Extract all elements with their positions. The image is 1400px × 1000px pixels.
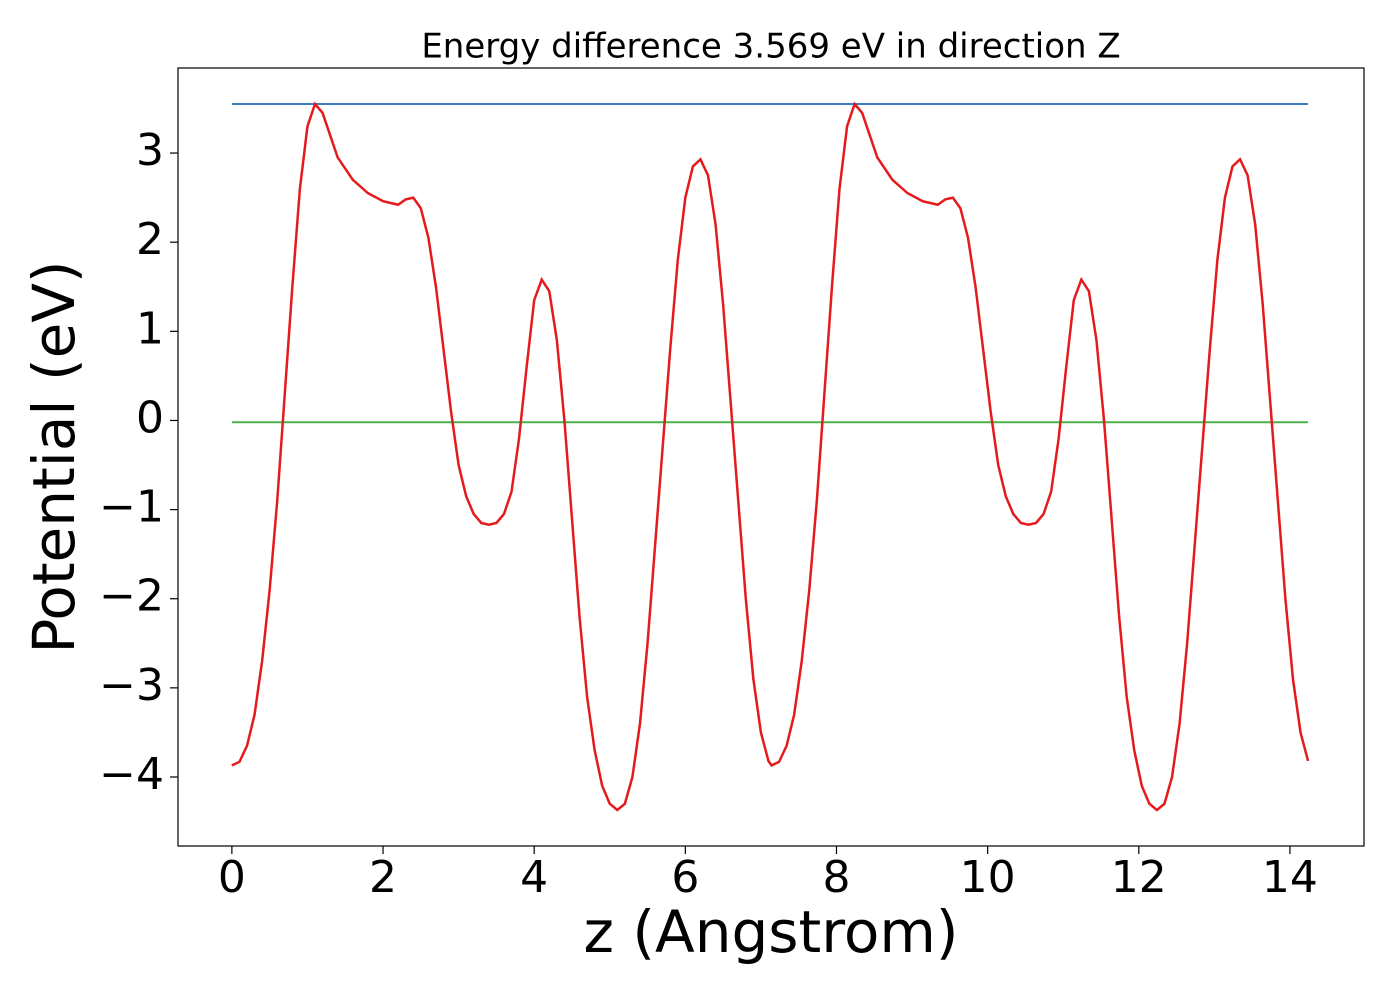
y-tick-label: −3: [99, 660, 164, 711]
x-tick-label: 0: [218, 852, 246, 903]
y-tick-label: −1: [99, 482, 164, 533]
x-tick-label: 4: [520, 852, 548, 903]
chart-title: Energy difference 3.569 eV in direction …: [421, 27, 1120, 67]
y-tick-label: 3: [136, 125, 164, 176]
x-tick-label: 6: [671, 852, 699, 903]
x-tick-label: 14: [1262, 852, 1318, 903]
y-tick-label: −2: [99, 571, 164, 622]
y-tick-label: 0: [136, 392, 164, 443]
x-axis-label: z (Angstrom): [584, 898, 959, 966]
line-series: [231, 101, 1310, 812]
y-tick-label: 1: [136, 303, 164, 354]
x-tick-label: 10: [960, 852, 1016, 903]
y-axis-label: Potential (eV): [20, 260, 88, 653]
x-tick-label: 8: [822, 852, 850, 903]
y-tick-label: 2: [136, 214, 164, 265]
plot-frame: [177, 67, 1365, 847]
y-tick-label: −4: [99, 749, 164, 800]
x-tick-label: 12: [1111, 852, 1167, 903]
x-tick-label: 2: [369, 852, 397, 903]
